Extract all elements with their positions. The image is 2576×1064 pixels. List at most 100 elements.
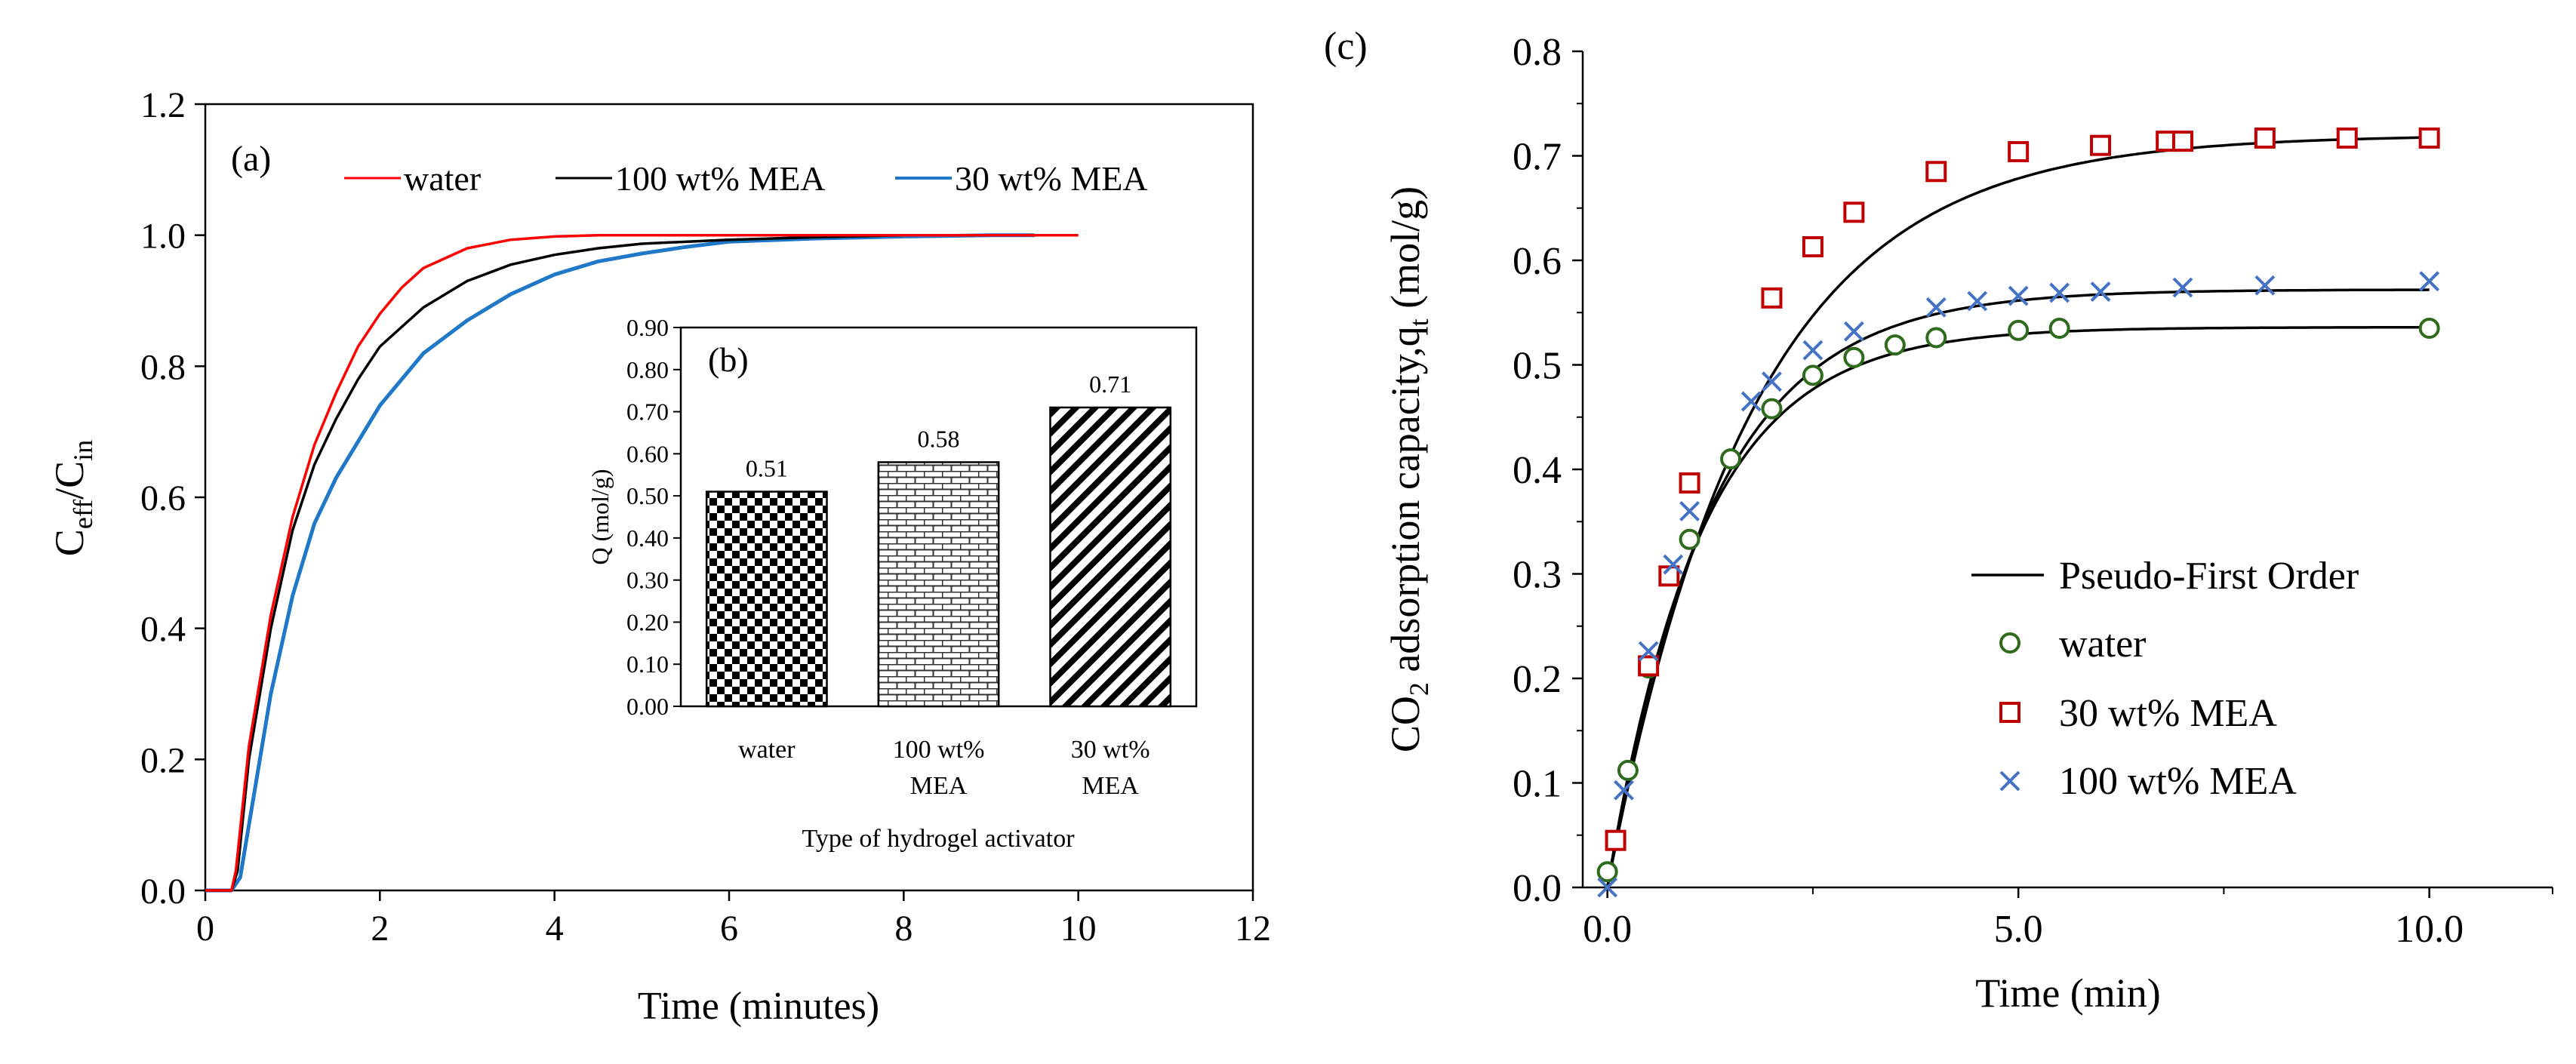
b-y-tick-label: 0.40 — [626, 524, 669, 552]
b-y-tick-label: 0.20 — [626, 608, 669, 635]
panel-a: 0.0 0.2 0.4 0.6 0.8 1.0 1.2 0 2 4 6 8 10 12 (a) Time… — [47, 85, 1271, 1028]
panel-c-legend: Pseudo-First Order water 30 wt% MEA 100 … — [1971, 555, 2359, 803]
c-x-tick-label: 10.0 — [2395, 908, 2464, 951]
b-bar-value-label: 0.58 — [918, 425, 960, 452]
legend-label-30-mea: 30 wt% MEA — [955, 159, 1148, 198]
c-point-100-mea — [2008, 285, 2029, 306]
legend-label-100-mea: 100 wt% MEA — [615, 159, 826, 198]
a-x-tick-label: 0 — [196, 909, 214, 949]
a-y-tick-label: 0.8 — [140, 347, 186, 387]
b-y-tick-label: 0.80 — [626, 356, 669, 383]
c-point-30-mea — [2418, 127, 2440, 149]
c-point-100-mea — [2172, 277, 2193, 298]
c-y-tick-label: 0.4 — [1513, 449, 1562, 492]
c-point-100-mea — [2049, 282, 2070, 303]
b-bar-value-label: 0.71 — [1089, 371, 1131, 398]
c-point-30-mea — [1679, 472, 1700, 494]
c-point-30-mea — [1843, 201, 1865, 223]
panel-c-label: (c) — [1324, 25, 1368, 68]
c-y-tick-label: 0.1 — [1513, 763, 1562, 806]
c-point-30-mea — [2171, 131, 2193, 152]
c-y-tick-label: 0.0 — [1513, 867, 1562, 910]
c-point-water — [2418, 318, 2440, 340]
c-point-100-mea — [2090, 281, 2111, 302]
b-category-label: MEA — [910, 772, 968, 800]
c-point-100-mea — [1597, 877, 1618, 898]
a-series-line-30-wt-mea — [205, 233, 1035, 893]
c-point-100-mea — [1638, 641, 1659, 662]
b-y-tick-label: 0.60 — [626, 440, 669, 467]
c-y-tick-label: 0.6 — [1513, 240, 1562, 283]
c-point-100-mea — [2254, 275, 2276, 296]
c-point-30-mea — [1761, 287, 1783, 309]
legend-label-30-mea: 30 wt% MEA — [2059, 692, 2277, 735]
b-y-tick-label: 0.30 — [626, 567, 669, 594]
a-y-tick-label: 0.2 — [140, 740, 186, 780]
c-point-30-mea — [1638, 655, 1660, 677]
legend-label-water: water — [2059, 623, 2146, 666]
b-bar — [705, 490, 828, 708]
c-y-tick-label: 0.2 — [1513, 658, 1562, 701]
b-category-label: 30 wt% — [1071, 736, 1150, 764]
c-point-water — [1596, 861, 1618, 883]
a-x-tick-label: 4 — [546, 909, 564, 949]
legend-label-pseudo-first-order: Pseudo-First Order — [2059, 555, 2359, 598]
a-y-tick-label: 1.2 — [140, 85, 186, 125]
panel-c: (c) 0.0 0.1 0.2 0.3 0.4 0.5 0.6 0.7 0.8 0.0 5.0 10… — [1324, 25, 2553, 1016]
panel-b: 0.00 0.10 0.20 0.30 0.40 0.50 0.60 0.70 0.80 0.90… — [586, 314, 1198, 853]
c-point-30-mea — [2008, 140, 2030, 162]
c-fit-curve-100-wt-mea — [1605, 288, 2430, 888]
c-point-water — [1617, 759, 1639, 781]
c-point-water — [2008, 319, 2030, 341]
a-series-line-100-wt-mea — [205, 233, 1035, 892]
panel-a-label: (a) — [231, 139, 271, 179]
a-y-tick-label: 0.0 — [140, 872, 186, 912]
c-fit-curve-water — [1605, 326, 2430, 888]
b-category-label: 100 wt% — [893, 736, 985, 764]
a-series-line-water — [205, 233, 1079, 892]
legend-marker-30-mea — [1999, 702, 2020, 723]
c-point-30-mea — [1605, 829, 1627, 851]
c-point-100-mea — [1762, 371, 1782, 392]
c-point-100-mea — [1614, 780, 1634, 801]
legend-label-water: water — [404, 159, 481, 198]
b-bar — [1049, 406, 1172, 708]
a-y-tick-label: 0.6 — [140, 478, 186, 518]
panel-a-y-axis-label: Ceff/Cin — [47, 440, 98, 556]
a-x-tick-label: 8 — [894, 909, 913, 949]
c-x-tick-label: 0.0 — [1583, 908, 1632, 951]
c-point-100-mea — [2419, 271, 2440, 292]
c-point-30-mea — [1802, 235, 1824, 257]
b-y-tick-label: 0.10 — [626, 650, 669, 678]
a-y-tick-label: 0.4 — [140, 610, 186, 650]
c-point-water — [1761, 398, 1783, 420]
b-y-tick-label: 0.00 — [626, 693, 669, 720]
a-y-tick-label: 1.0 — [140, 217, 186, 257]
legend-marker-100-mea — [1999, 770, 2020, 792]
c-point-water — [1802, 364, 1824, 386]
panel-c-x-axis-label: Time (min) — [1975, 970, 2161, 1016]
c-fit-curve-30-wt-mea — [1605, 136, 2430, 888]
c-x-tick-label: 5.0 — [1994, 908, 2043, 951]
c-point-30-mea — [2090, 134, 2112, 156]
b-y-tick-label: 0.70 — [626, 398, 669, 426]
legend-label-100-mea: 100 wt% MEA — [2059, 760, 2297, 803]
c-point-water — [1679, 528, 1700, 550]
panel-a-legend: water 100 wt% MEA 30 wt% MEA — [344, 159, 1148, 198]
b-y-tick-label: 0.90 — [626, 314, 669, 341]
panel-a-x-axis-label: Time (minutes) — [638, 985, 879, 1028]
c-y-tick-label: 0.7 — [1513, 136, 1562, 179]
a-x-tick-label: 6 — [720, 909, 738, 949]
c-point-water — [2048, 318, 2070, 340]
panel-b-x-axis-label: Type of hydrogel activator — [802, 825, 1075, 853]
c-point-30-mea — [1925, 161, 1947, 183]
c-point-100-mea — [1967, 291, 1988, 312]
b-category-label: MEA — [1082, 772, 1139, 800]
c-point-100-mea — [1679, 500, 1700, 521]
b-bar-value-label: 0.51 — [746, 455, 788, 482]
c-point-water — [1843, 346, 1865, 368]
b-bar — [877, 461, 1000, 708]
c-point-water — [1925, 327, 1947, 349]
panel-c-y-axis-label: CO2 adsorption capacity,qt (mol/g) — [1383, 186, 1434, 752]
panel-b-label: (b) — [708, 340, 749, 379]
